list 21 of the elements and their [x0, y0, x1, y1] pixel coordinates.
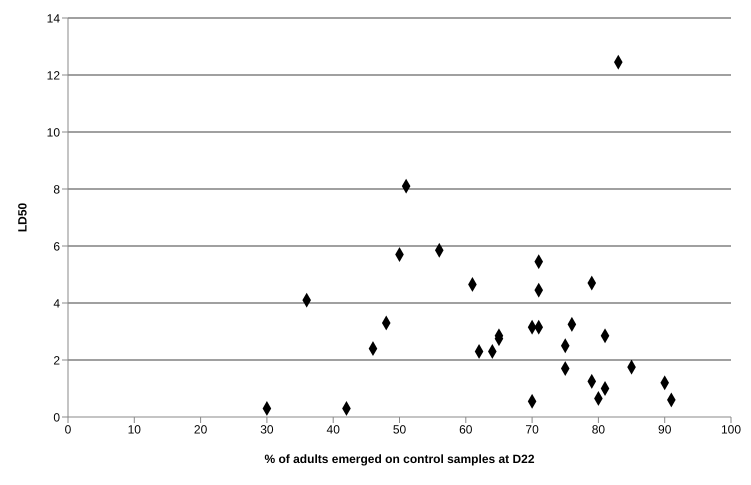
- x-tick-label: 80: [592, 422, 606, 437]
- x-tick-label: 60: [459, 422, 473, 437]
- y-tick-label: 14: [46, 11, 60, 26]
- y-tick-label: 2: [53, 353, 60, 368]
- y-tick-label: 10: [46, 125, 60, 140]
- y-tick-label: 0: [53, 410, 60, 424]
- y-tick-label: 12: [46, 68, 60, 82]
- y-tick-label: 8: [53, 182, 60, 196]
- x-axis-title: % of adults emerged on control samples at D22: [264, 452, 535, 466]
- x-tick-label: 0: [64, 422, 72, 437]
- x-tick-label: 90: [658, 422, 672, 437]
- y-tick-label: 6: [53, 239, 60, 254]
- x-tick-label: 40: [326, 422, 340, 437]
- x-tick-label: 10: [128, 422, 142, 437]
- x-tick-label: 70: [525, 422, 540, 437]
- x-tick-label: 100: [720, 422, 742, 437]
- x-tick-label: 30: [260, 422, 274, 437]
- y-tick-label: 4: [53, 296, 60, 310]
- x-tick-label: 20: [194, 422, 208, 437]
- x-tick-label: 50: [392, 422, 406, 437]
- y-axis-title: LD50: [15, 202, 30, 232]
